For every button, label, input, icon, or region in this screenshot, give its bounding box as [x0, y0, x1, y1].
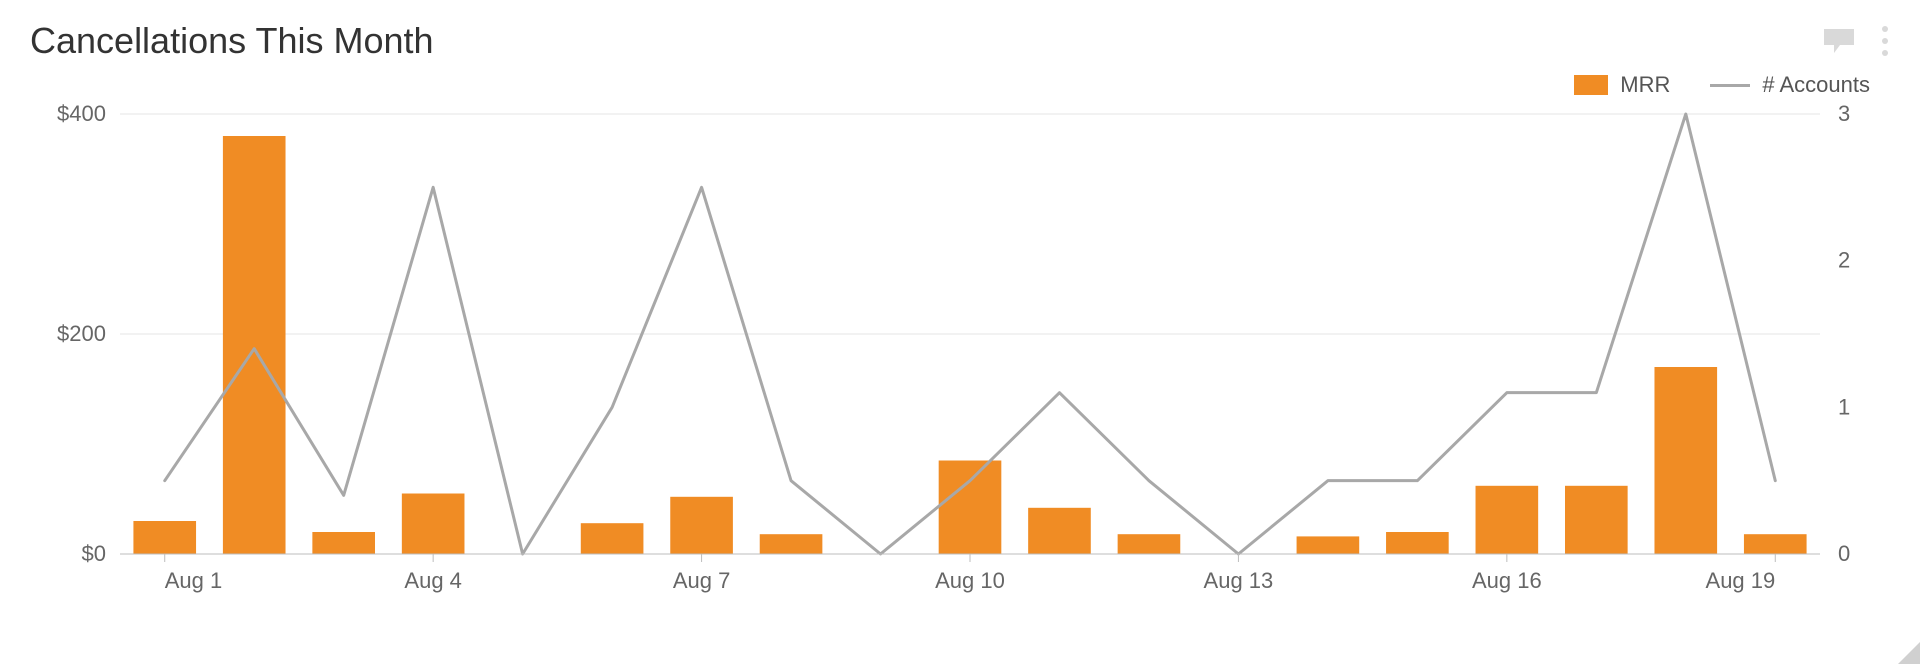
widget-title: Cancellations This Month: [30, 20, 434, 62]
bar[interactable]: [1744, 534, 1807, 554]
x-tick-label: Aug 16: [1472, 568, 1542, 593]
y-left-tick-label: $200: [57, 321, 106, 346]
y-left-tick-label: $0: [82, 541, 106, 566]
chart-legend: MRR # Accounts: [30, 72, 1890, 98]
widget-actions: [1822, 22, 1890, 60]
resize-handle-icon[interactable]: [1898, 642, 1920, 664]
kebab-menu-icon[interactable]: [1880, 22, 1890, 60]
bar[interactable]: [1654, 367, 1717, 554]
x-tick-label: Aug 4: [404, 568, 462, 593]
x-tick-label: Aug 1: [165, 568, 223, 593]
widget-header: Cancellations This Month: [30, 20, 1890, 62]
bar[interactable]: [1118, 534, 1181, 554]
bar[interactable]: [939, 461, 1002, 555]
bar[interactable]: [760, 534, 823, 554]
chart-area: Aug 1 Aug 4 Aug 7 Aug 10 Aug 13 Aug 16 Aug 19 $…: [30, 104, 1890, 604]
y-right-tick-label: 1: [1838, 394, 1850, 419]
x-tick-label: Aug 7: [673, 568, 731, 593]
x-tick-label: Aug 13: [1204, 568, 1274, 593]
bar[interactable]: [312, 532, 375, 554]
bar[interactable]: [1476, 486, 1539, 554]
bar[interactable]: [670, 497, 733, 554]
bar[interactable]: [402, 494, 465, 555]
bar[interactable]: [1297, 536, 1360, 554]
legend-item-mrr[interactable]: MRR: [1574, 72, 1670, 98]
legend-swatch-accounts: [1710, 84, 1750, 87]
legend-label-accounts: # Accounts: [1762, 72, 1870, 98]
bar[interactable]: [223, 136, 286, 554]
y-left-tick-label: $400: [57, 104, 106, 126]
x-tick-label: Aug 19: [1706, 568, 1776, 593]
x-tick-label: Aug 10: [935, 568, 1005, 593]
cancellations-widget: Cancellations This Month MRR # Accounts …: [0, 0, 1920, 664]
bar[interactable]: [581, 523, 644, 554]
y-right-tick-label: 3: [1838, 104, 1850, 126]
legend-swatch-mrr: [1574, 75, 1608, 95]
combo-chart: Aug 1 Aug 4 Aug 7 Aug 10 Aug 13 Aug 16 Aug 19 $…: [30, 104, 1890, 604]
bar[interactable]: [1386, 532, 1449, 554]
bar[interactable]: [133, 521, 196, 554]
legend-label-mrr: MRR: [1620, 72, 1670, 98]
y-right-tick-label: 2: [1838, 248, 1850, 273]
comment-icon[interactable]: [1822, 27, 1856, 55]
y-right-tick-label: 0: [1838, 541, 1850, 566]
bar[interactable]: [1028, 508, 1091, 554]
legend-item-accounts[interactable]: # Accounts: [1710, 72, 1870, 98]
bar[interactable]: [1565, 486, 1628, 554]
